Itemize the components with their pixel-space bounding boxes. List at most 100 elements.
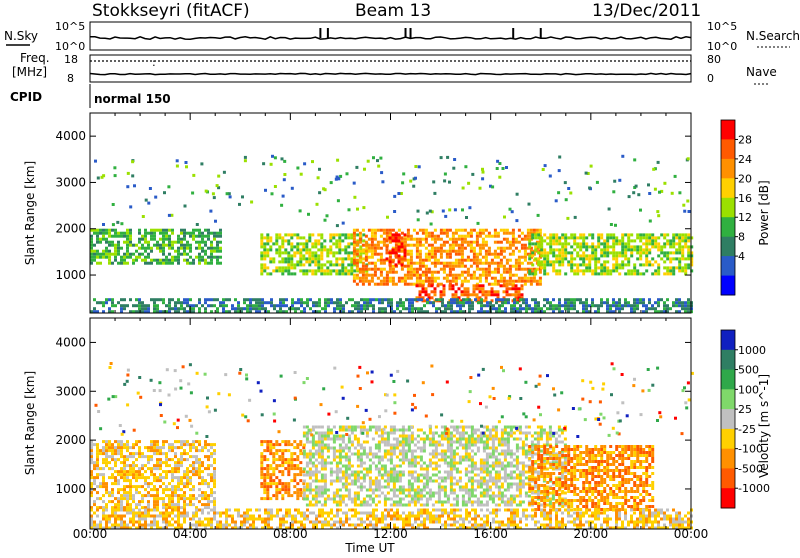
range-cell bbox=[446, 229, 449, 232]
range-cell bbox=[369, 477, 372, 480]
range-cell bbox=[299, 248, 302, 251]
range-cell bbox=[129, 256, 132, 259]
range-cell bbox=[335, 269, 338, 272]
range-cell bbox=[519, 298, 522, 301]
range-cell bbox=[566, 217, 569, 220]
range-cell bbox=[542, 168, 545, 171]
range-cell bbox=[435, 465, 438, 468]
range-cell bbox=[461, 280, 464, 283]
range-cell bbox=[321, 432, 324, 435]
range-cell bbox=[365, 253, 368, 256]
range-cell bbox=[372, 480, 375, 483]
range-cell bbox=[636, 304, 639, 307]
range-cell bbox=[198, 476, 201, 479]
range-cell bbox=[168, 301, 171, 304]
range-cell bbox=[281, 470, 284, 473]
range-cell bbox=[360, 304, 363, 307]
range-cell bbox=[651, 272, 654, 275]
nsky-trace bbox=[90, 37, 691, 39]
range-cell bbox=[183, 497, 186, 500]
range-cell bbox=[348, 465, 351, 468]
range-cell bbox=[275, 494, 278, 497]
range-cell bbox=[492, 435, 495, 438]
range-cell bbox=[528, 307, 531, 310]
range-cell bbox=[249, 301, 252, 304]
range-cell bbox=[483, 462, 486, 465]
range-cell bbox=[177, 467, 180, 470]
range-cell bbox=[669, 257, 672, 260]
range-cell bbox=[456, 447, 459, 450]
range-cell bbox=[503, 290, 506, 293]
range-cell bbox=[407, 283, 410, 286]
range-cell bbox=[210, 304, 213, 307]
range-cell bbox=[494, 293, 497, 296]
range-cell bbox=[492, 480, 495, 483]
range-cell bbox=[504, 307, 507, 310]
range-cell bbox=[339, 450, 342, 453]
range-cell bbox=[663, 304, 666, 307]
range-cell bbox=[278, 449, 281, 452]
range-cell bbox=[348, 483, 351, 486]
range-cell bbox=[198, 307, 201, 310]
range-cell bbox=[291, 304, 294, 307]
range-cell bbox=[281, 458, 284, 461]
range-cell bbox=[452, 293, 455, 296]
range-cell bbox=[396, 304, 399, 307]
range-cell bbox=[624, 245, 627, 248]
range-cell bbox=[312, 480, 315, 483]
range-cell bbox=[539, 229, 542, 232]
range-cell bbox=[627, 272, 630, 275]
range-cell bbox=[162, 244, 165, 247]
range-cell bbox=[483, 477, 486, 480]
range-cell bbox=[168, 458, 171, 461]
range-cell bbox=[150, 443, 153, 446]
range-cell bbox=[399, 498, 402, 501]
range-cell bbox=[330, 447, 333, 450]
range-cell bbox=[521, 256, 524, 259]
range-cell bbox=[425, 271, 428, 274]
range-cell bbox=[156, 452, 159, 455]
range-cell bbox=[275, 242, 278, 245]
range-cell bbox=[504, 453, 507, 456]
range-cell bbox=[500, 274, 503, 277]
range-cell bbox=[512, 287, 515, 290]
range-cell bbox=[171, 244, 174, 247]
range-cell bbox=[363, 504, 366, 507]
range-cell bbox=[636, 307, 639, 310]
range-cell bbox=[672, 301, 675, 304]
range-cell bbox=[299, 494, 302, 497]
range-cell bbox=[495, 447, 498, 450]
range-cell bbox=[675, 233, 678, 236]
range-cell bbox=[444, 471, 447, 474]
range-cell bbox=[687, 245, 690, 248]
range-cell bbox=[678, 301, 681, 304]
range-cell bbox=[582, 245, 585, 248]
range-cell bbox=[488, 250, 491, 253]
range-cell bbox=[414, 444, 417, 447]
range-cell bbox=[365, 265, 368, 268]
range-cell bbox=[150, 440, 153, 443]
range-cell bbox=[302, 446, 305, 449]
range-cell bbox=[470, 247, 473, 250]
range-cell bbox=[606, 260, 609, 263]
range-cell bbox=[420, 298, 423, 301]
range-cell bbox=[198, 229, 201, 232]
range-cell bbox=[443, 268, 446, 271]
range-cell bbox=[321, 459, 324, 462]
range-cell bbox=[642, 251, 645, 254]
range-cell bbox=[299, 251, 302, 254]
range-cell bbox=[645, 254, 648, 257]
range-cell bbox=[597, 257, 600, 260]
range-cell bbox=[237, 307, 240, 310]
range-cell bbox=[411, 456, 414, 459]
range-cell bbox=[429, 465, 432, 468]
range-cell bbox=[440, 247, 443, 250]
range-cell bbox=[494, 241, 497, 244]
range-cell bbox=[269, 449, 272, 452]
range-cell bbox=[624, 304, 627, 307]
range-cell bbox=[357, 307, 360, 310]
range-cell bbox=[458, 265, 461, 268]
range-cell bbox=[123, 262, 126, 265]
range-cell bbox=[129, 464, 132, 467]
range-cell bbox=[464, 235, 467, 238]
